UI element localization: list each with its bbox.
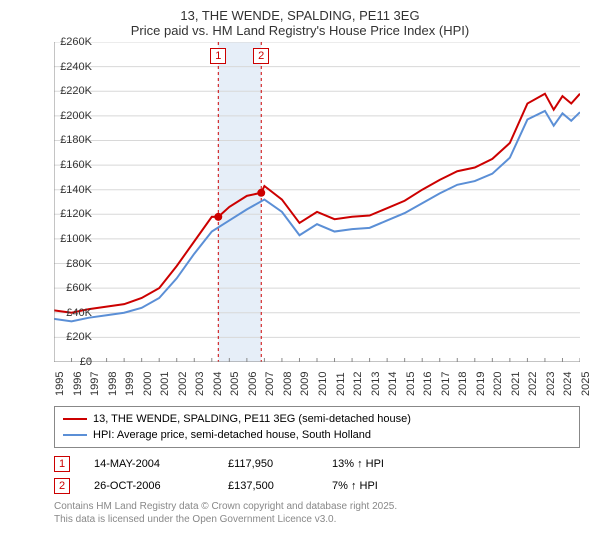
footer-line1: Contains HM Land Registry data © Crown c… [54, 500, 580, 513]
x-tick-label: 2004 [212, 372, 224, 396]
x-tick-label: 2017 [440, 372, 452, 396]
x-tick-label: 2025 [580, 372, 592, 396]
title-address: 13, THE WENDE, SPALDING, PE11 3EG [12, 8, 588, 23]
plot-marker-badge: 2 [253, 48, 269, 64]
marker-pct: 13% ↑ HPI [332, 458, 422, 470]
y-axis-labels: £0£20K£40K£60K£80K£100K£120K£140K£160K£1… [54, 42, 96, 362]
y-tick-label: £120K [60, 208, 92, 220]
y-tick-label: £180K [60, 134, 92, 146]
x-tick-label: 2008 [282, 372, 294, 396]
x-tick-label: 2024 [562, 372, 574, 396]
x-tick-label: 2021 [510, 372, 522, 396]
legend-label: 13, THE WENDE, SPALDING, PE11 3EG (semi-… [93, 411, 411, 427]
footer-line2: This data is licensed under the Open Gov… [54, 513, 580, 526]
x-tick-label: 2014 [387, 372, 399, 396]
y-tick-label: £260K [60, 36, 92, 48]
x-tick-label: 1995 [54, 372, 66, 396]
x-tick-label: 2002 [177, 372, 189, 396]
footer: Contains HM Land Registry data © Crown c… [54, 500, 580, 526]
x-tick-label: 1996 [72, 372, 84, 396]
x-tick-label: 2019 [475, 372, 487, 396]
x-tick-label: 2009 [299, 372, 311, 396]
x-tick-label: 2010 [317, 372, 329, 396]
x-tick-label: 2011 [335, 372, 347, 396]
x-tick-label: 2012 [352, 372, 364, 396]
plot-marker-badge: 1 [210, 48, 226, 64]
x-tick-label: 1997 [89, 372, 101, 396]
y-tick-label: £200K [60, 110, 92, 122]
y-tick-label: £160K [60, 159, 92, 171]
x-tick-label: 2022 [527, 372, 539, 396]
y-tick-label: £20K [66, 331, 92, 343]
plot-svg [54, 42, 580, 362]
marker-pct: 7% ↑ HPI [332, 480, 422, 492]
legend-item: HPI: Average price, semi-detached house,… [63, 427, 571, 443]
plot-area: £0£20K£40K£60K£80K£100K£120K£140K£160K£1… [54, 42, 580, 362]
chart-container: 13, THE WENDE, SPALDING, PE11 3EG Price … [0, 0, 600, 560]
marker-date: 26-OCT-2006 [94, 480, 204, 492]
marker-table: 1 14-MAY-2004 £117,950 13% ↑ HPI 2 26-OC… [54, 456, 580, 494]
y-tick-label: £100K [60, 233, 92, 245]
x-tick-label: 2005 [229, 372, 241, 396]
y-tick-label: £80K [66, 258, 92, 270]
marker-price: £117,950 [228, 458, 308, 470]
x-tick-label: 2006 [247, 372, 259, 396]
marker-date: 14-MAY-2004 [94, 458, 204, 470]
marker-price: £137,500 [228, 480, 308, 492]
y-tick-label: £220K [60, 85, 92, 97]
marker-row: 2 26-OCT-2006 £137,500 7% ↑ HPI [54, 478, 580, 494]
y-tick-label: £140K [60, 184, 92, 196]
x-tick-label: 2001 [159, 372, 171, 396]
x-tick-label: 2020 [492, 372, 504, 396]
title-subtitle: Price paid vs. HM Land Registry's House … [12, 23, 588, 38]
x-tick-label: 2013 [370, 372, 382, 396]
x-axis-labels: 1995 1996 1997 1998 1999 2000 2001 2002 2003 2004… [54, 362, 580, 406]
x-tick-label: 2015 [405, 372, 417, 396]
x-tick-label: 2023 [545, 372, 557, 396]
marker-row: 1 14-MAY-2004 £117,950 13% ↑ HPI [54, 456, 580, 472]
x-tick-label: 1998 [107, 372, 119, 396]
marker-badge: 1 [54, 456, 70, 472]
legend-swatch [63, 418, 87, 420]
x-tick-label: 2018 [457, 372, 469, 396]
y-tick-label: £40K [66, 307, 92, 319]
legend-item: 13, THE WENDE, SPALDING, PE11 3EG (semi-… [63, 411, 571, 427]
marker-badge: 2 [54, 478, 70, 494]
x-tick-label: 2016 [422, 372, 434, 396]
x-tick-label: 2000 [142, 372, 154, 396]
x-tick-label: 2003 [194, 372, 206, 396]
y-tick-label: £240K [60, 61, 92, 73]
x-tick-label: 1999 [124, 372, 136, 396]
chart-title: 13, THE WENDE, SPALDING, PE11 3EG Price … [12, 8, 588, 38]
legend-label: HPI: Average price, semi-detached house,… [93, 427, 371, 443]
legend: 13, THE WENDE, SPALDING, PE11 3EG (semi-… [54, 406, 580, 448]
y-tick-label: £60K [66, 282, 92, 294]
legend-swatch [63, 434, 87, 436]
x-tick-label: 2007 [264, 372, 276, 396]
